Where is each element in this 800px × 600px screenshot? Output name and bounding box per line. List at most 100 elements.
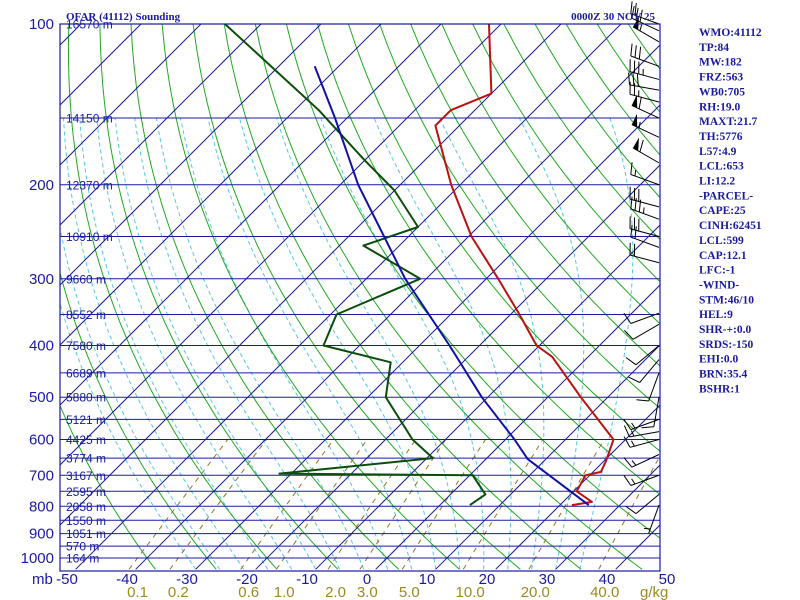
barb-shaft [629,71,660,80]
barb-full [623,475,632,486]
mixing-ratio-tick-label: 0.6 [238,584,259,600]
barb-full [632,73,635,86]
height-label: 12370 m [66,178,113,192]
isotherm [495,404,660,570]
isotherm [60,24,262,226]
barb-full [636,74,639,87]
barb-flag [631,94,638,108]
barb-full [628,376,640,383]
dry-adiabat [410,24,660,367]
barb-half [630,440,635,447]
wind-barb [624,323,660,340]
barb-full [625,357,637,366]
wind-barb [641,397,660,429]
barb-full [638,199,642,213]
chart-datetime: 0000Z 30 NOV 25 [571,11,655,23]
mixing-ratio-line [359,439,447,570]
temperature-tick-label: 20 [479,571,496,588]
dewpoint-line [224,24,487,506]
chart-title: OFAR (41112) Sounding [66,11,181,23]
mixing-ratio-line [462,439,544,570]
barb-full [630,162,633,175]
isotherm [75,24,622,570]
barb-shaft [630,55,660,67]
isotherm [60,24,502,466]
isotherm [60,24,322,286]
parcel-line [313,65,590,506]
barb-shaft [629,431,660,438]
wind-barb [632,137,660,164]
index-line: LI:12.2 [699,176,735,188]
barb-full [634,198,637,211]
mixing-ratio-line [401,439,486,570]
temperature-tick-label: 10 [419,571,436,588]
height-label: 570 m [66,540,99,554]
pressure-tick-label: 600 [29,432,54,449]
wind-barb [631,94,660,119]
mixing-ratio-tick-label: 5.0 [399,584,420,600]
index-line: LFC:-1 [699,265,736,277]
barb-half [631,478,636,485]
wind-barb [623,425,660,438]
wind-barbs-layer [623,1,660,534]
index-line: BRN:35.4 [699,369,747,381]
wind-barb [628,359,660,383]
pressure-tick-label: 800 [29,498,54,515]
temperature-tick-label: -10 [296,571,318,588]
dry-adiabat [441,24,660,325]
dry-adiabat [192,24,521,570]
mixing-ratio-tick-label: 0.2 [168,584,189,600]
barb-shaft [648,372,660,402]
barb-half [644,527,651,530]
index-line: WB0:705 [699,86,745,98]
temperature-tick-label: 50 [659,571,676,588]
index-line: MW:182 [699,57,742,69]
wind-barb [630,1,660,25]
barb-full [638,46,642,60]
wind-barb [623,418,660,431]
mixing-ratio-unit: g/kg [640,584,668,600]
barb-full [623,436,631,448]
barb-half [643,207,645,214]
mixing-ratio-axis: 0.1 0.2 0.6 1.0 2.0 3.0 5.0 10.0 20.0 40.0 [127,584,619,600]
barb-flag [633,16,639,30]
barb-full [630,43,633,57]
barb-shaft [629,198,660,208]
index-line: -WIND- [699,279,739,291]
isotherm [555,464,660,570]
isotherm [435,344,660,570]
dry-adiabat [60,270,217,570]
barb-full [623,425,630,438]
wind-barb [630,162,660,186]
isotherm [60,24,562,526]
height-label: 6689 m [66,366,106,380]
barb-shaft [639,359,660,383]
index-line: HEL:9 [699,309,733,321]
barb-shaft [629,439,660,448]
pressure-tick-label: 900 [29,526,54,543]
barb-flag [633,137,639,151]
barb-half [630,430,635,437]
index-line: CINH:62451 [699,220,762,232]
barb-shaft [635,345,660,366]
mixing-ratio-tick-label: 20.0 [521,584,550,600]
wind-barb [629,242,660,264]
temperature-tick-label: 30 [539,571,556,588]
barb-full [630,196,633,209]
profiles-layer [224,24,615,507]
pressure-tick-label: 400 [29,338,54,355]
dry-adiabat [60,404,156,570]
pressure-unit: mb [32,571,53,588]
barb-full [623,457,633,468]
height-label: 10910 m [66,230,113,244]
isotherm [60,24,442,406]
wind-barb [625,493,660,515]
mixing-ratio-tick-label: 40.0 [590,584,619,600]
barb-shaft [630,208,660,220]
index-line: BSHR:1 [699,383,740,395]
height-label: 3167 m [66,469,106,483]
barb-full [634,226,637,239]
barb-shaft [632,26,660,43]
barb-shaft [629,254,660,264]
